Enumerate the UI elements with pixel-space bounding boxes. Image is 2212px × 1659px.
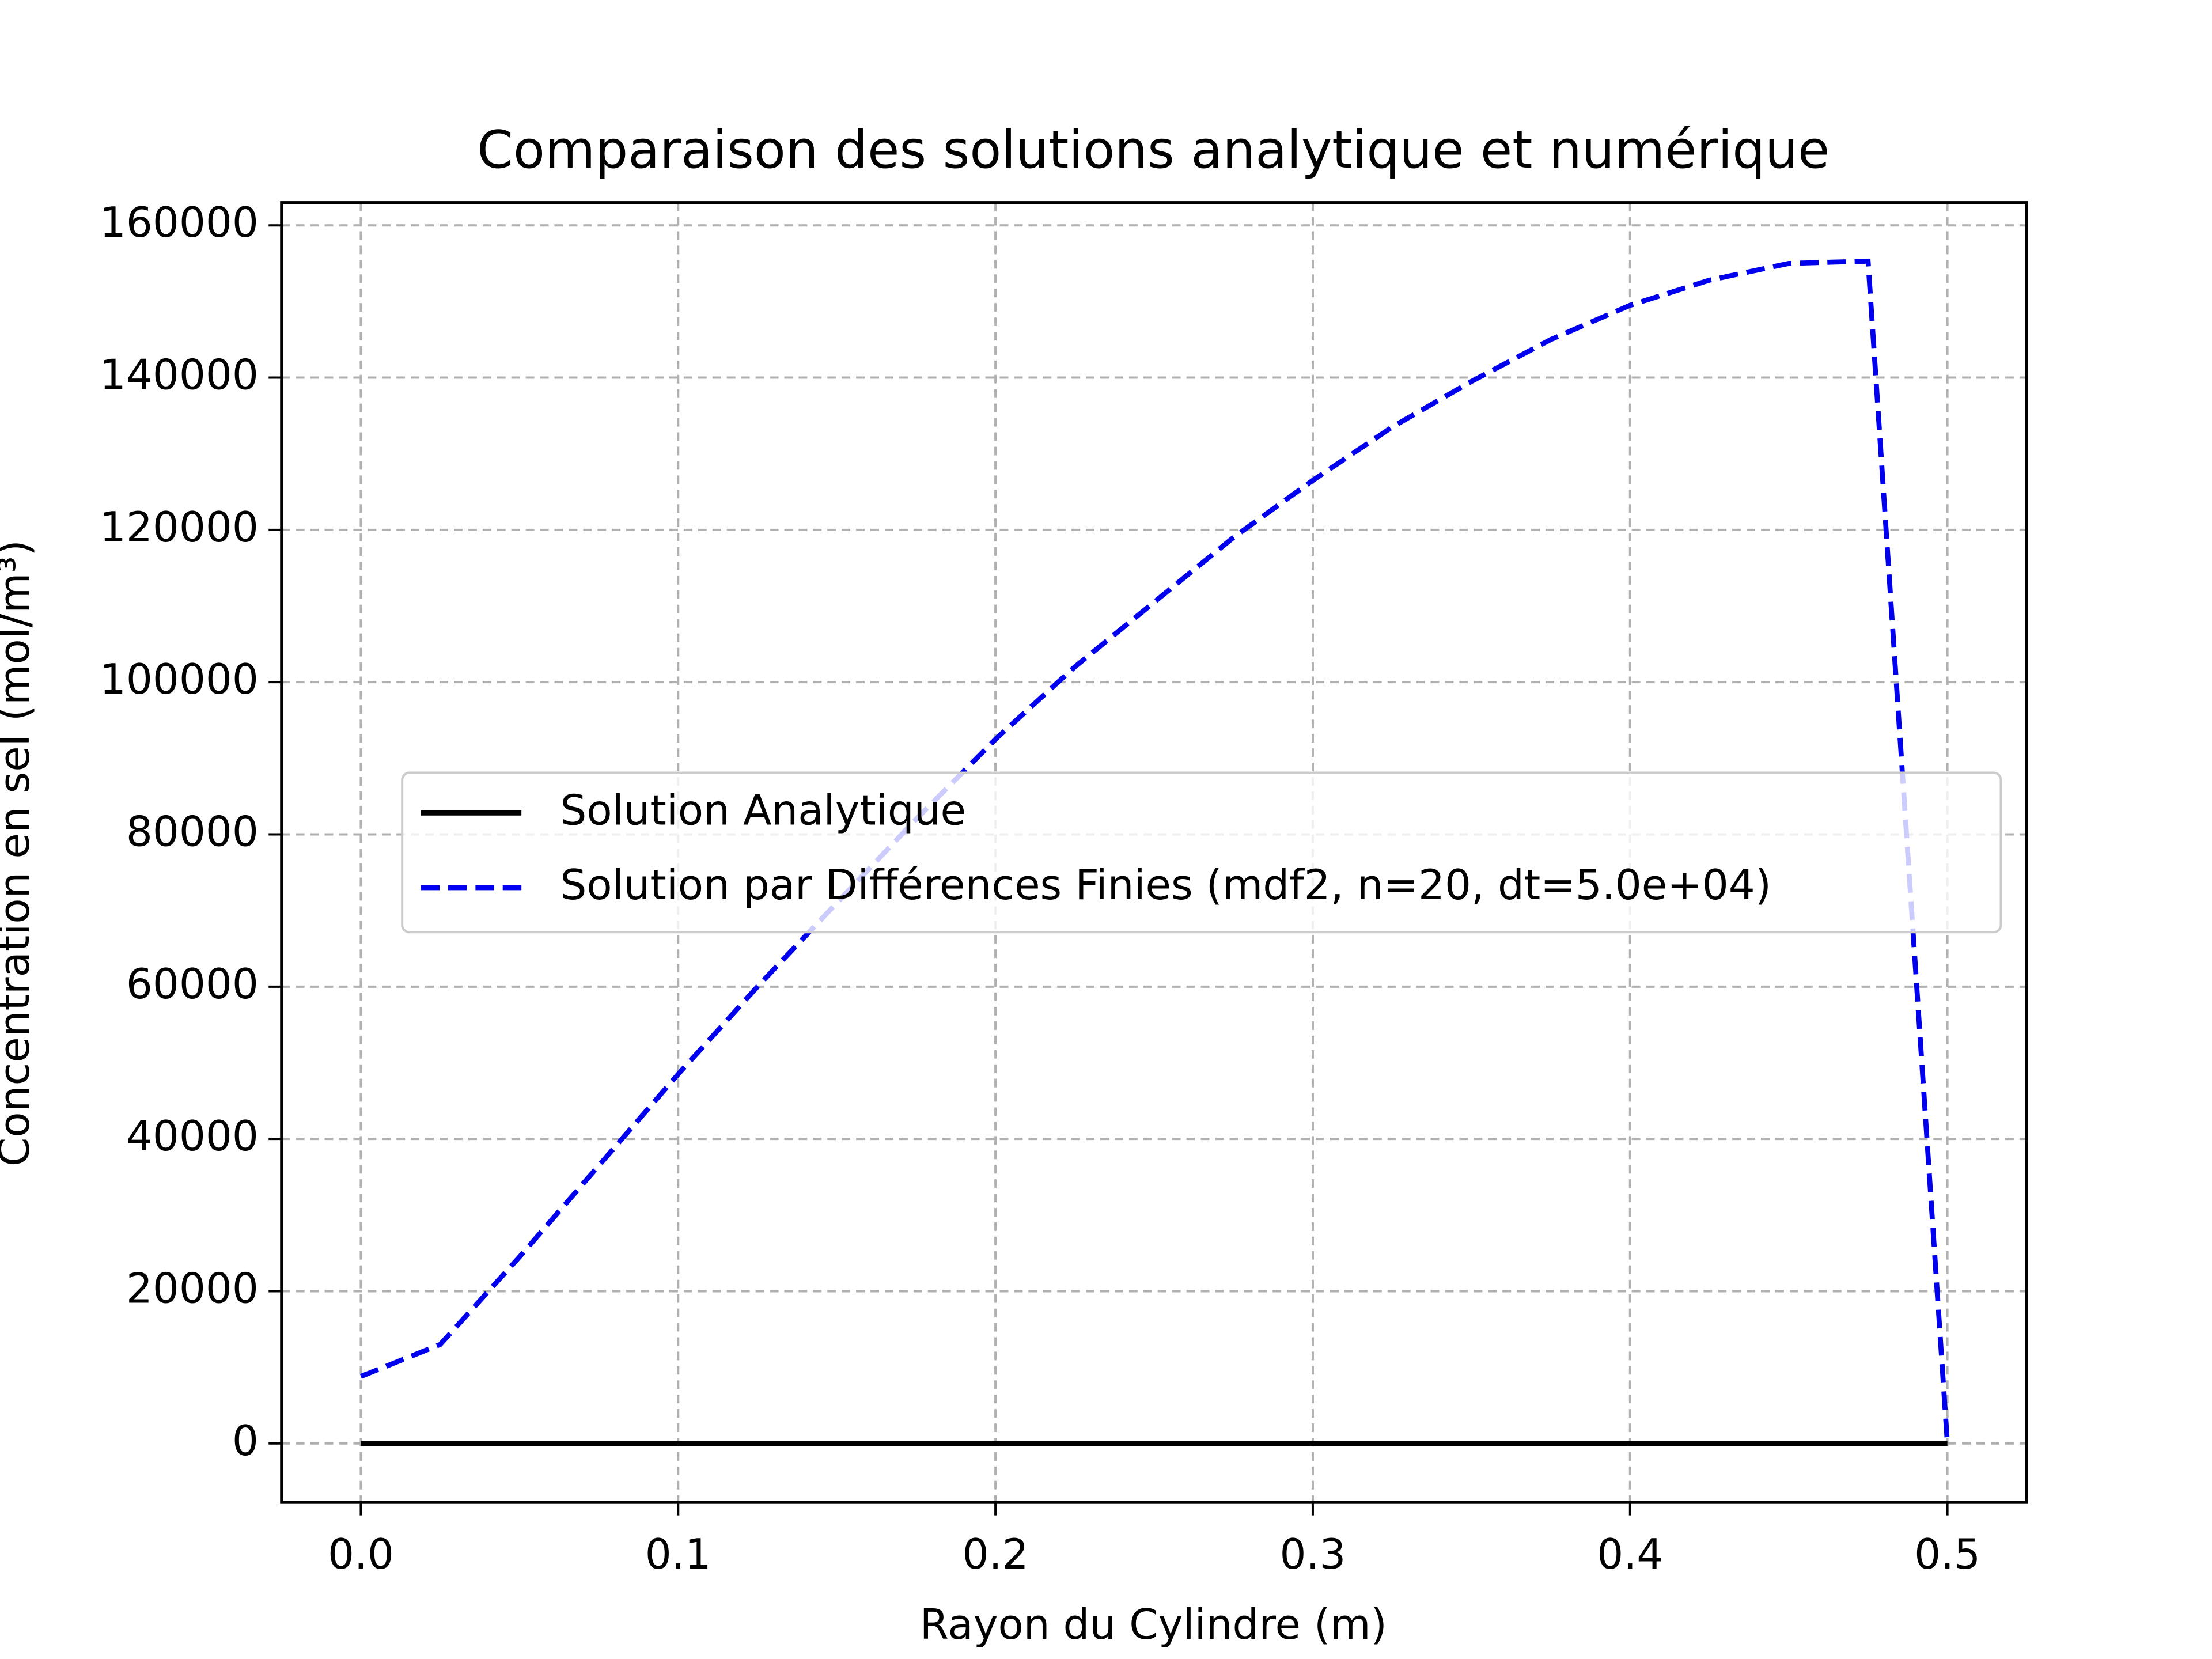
x-tick-label: 0.4: [1597, 1531, 1663, 1579]
y-axis-label: Concentration en sel (mol/m³): [0, 540, 39, 1166]
line-series: [359, 258, 1950, 1444]
y-tick-label: 80000: [126, 808, 259, 857]
y-tick-label: 120000: [100, 503, 259, 552]
y-tick-label: 20000: [126, 1264, 259, 1313]
y-tick-label: 0: [232, 1417, 259, 1465]
plot-area: [359, 258, 1950, 1446]
x-tick-label: 0.1: [645, 1531, 711, 1579]
x-tick-label: 0.0: [328, 1531, 394, 1579]
x-axis-label: Rayon du Cylindre (m): [920, 1601, 1387, 1649]
legend-label: Solution par Différences Finies (mdf2, n…: [560, 861, 1771, 910]
axes-frame: [280, 201, 2028, 1504]
legend: Solution Analytique Solution par Différen…: [401, 771, 2002, 934]
y-tick-label: 40000: [126, 1112, 259, 1161]
x-tick-label: 0.5: [1914, 1531, 1980, 1579]
legend-label: Solution Analytique: [560, 786, 966, 835]
legend-box: [401, 771, 2002, 934]
y-tick-label: 100000: [100, 656, 259, 704]
x-tick-label: 0.2: [963, 1531, 1029, 1579]
y-tick-label: 160000: [100, 199, 259, 247]
y-tick-label: 60000: [126, 960, 259, 1009]
chart-title: Comparaison des solutions analytique et …: [477, 120, 1830, 180]
x-tick-label: 0.3: [1279, 1531, 1346, 1579]
y-tick-label: 140000: [100, 351, 259, 400]
